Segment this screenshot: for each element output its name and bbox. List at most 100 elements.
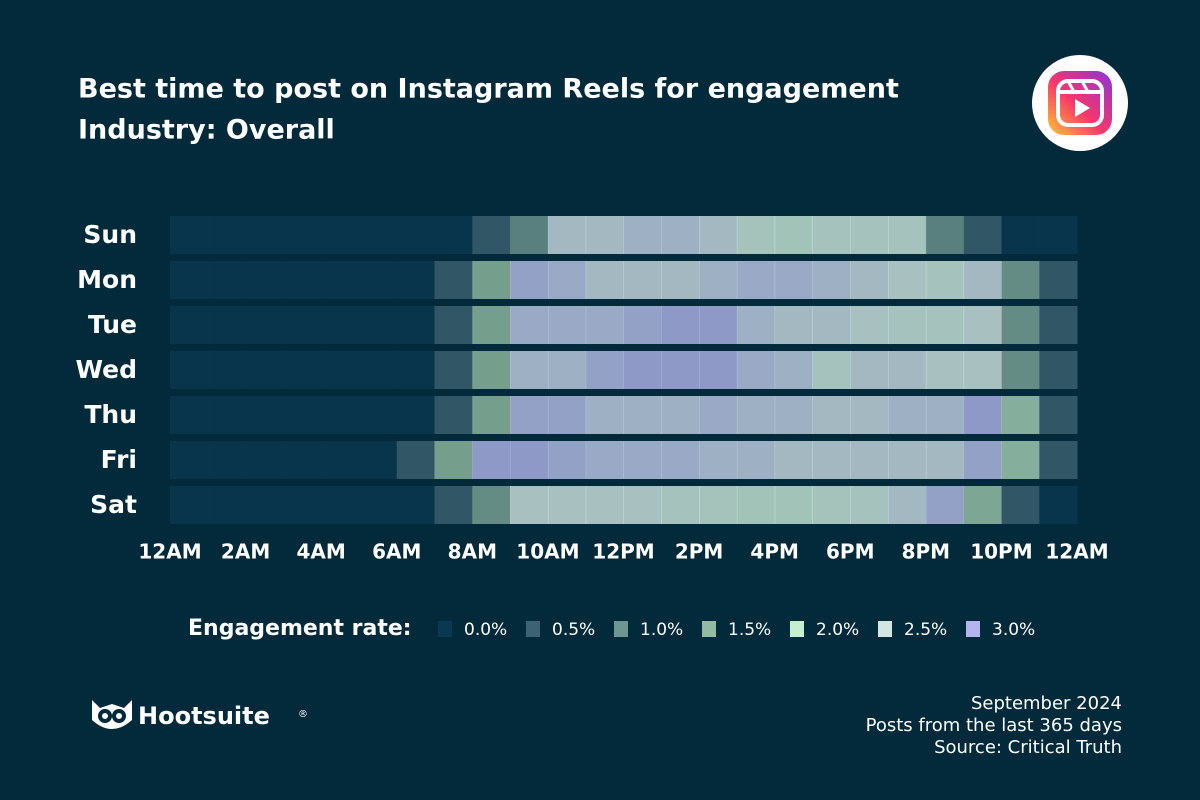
- chart-subtitle: Industry: Overall: [78, 115, 335, 146]
- heat-cell: [510, 351, 549, 389]
- heat-cell: [472, 306, 511, 344]
- y-tick-label: Wed: [75, 355, 137, 384]
- heat-cell: [510, 261, 549, 299]
- heat-cell: [207, 261, 247, 299]
- heat-cell: [812, 441, 851, 479]
- heat-cell: [510, 441, 549, 479]
- heat-cell: [472, 396, 511, 434]
- heat-cell: [207, 306, 247, 344]
- heat-cell: [245, 261, 284, 299]
- heat-cell: [699, 441, 738, 479]
- x-tick-label: 4PM: [750, 540, 798, 564]
- heat-cell: [925, 351, 965, 389]
- heat-cell: [207, 441, 247, 479]
- heat-cell: [774, 351, 813, 389]
- x-tick-label: 2PM: [675, 540, 723, 564]
- heat-cell: [1039, 261, 1078, 299]
- heat-cell: [207, 396, 247, 434]
- heat-cell: [1039, 486, 1078, 524]
- heat-cell: [963, 306, 1002, 344]
- heat-cell: [358, 351, 398, 389]
- heat-cell: [434, 441, 473, 479]
- heat-cell: [434, 261, 473, 299]
- heat-cell: [736, 441, 776, 479]
- footer-line: Source: Critical Truth: [934, 737, 1122, 758]
- x-tick-label: 8AM: [448, 540, 497, 564]
- heat-cell: [585, 216, 624, 254]
- heat-cell: [396, 396, 436, 434]
- heat-cell: [925, 216, 965, 254]
- heat-cell: [283, 306, 322, 344]
- heat-cell: [850, 396, 889, 434]
- heat-cell: [623, 486, 662, 524]
- heat-cell: [888, 261, 927, 299]
- heat-cell: [547, 261, 587, 299]
- heat-cell: [547, 486, 587, 524]
- heat-cell: [207, 351, 247, 389]
- heat-cell: [207, 486, 247, 524]
- heat-cell: [888, 216, 927, 254]
- heat-cell: [963, 216, 1002, 254]
- heat-cell: [358, 441, 398, 479]
- heat-cell: [396, 261, 436, 299]
- y-tick-label: Mon: [77, 265, 137, 294]
- heat-cell: [699, 351, 738, 389]
- x-tick-label: 6AM: [372, 540, 421, 564]
- heat-cell: [358, 261, 398, 299]
- heat-cell: [736, 306, 776, 344]
- heat-cell: [321, 486, 360, 524]
- heat-cell: [245, 396, 284, 434]
- legend-swatch: [614, 621, 628, 637]
- heat-cell: [585, 441, 624, 479]
- heat-cell: [736, 396, 776, 434]
- heat-cell: [547, 396, 587, 434]
- heat-cell: [245, 216, 284, 254]
- heat-cell: [963, 396, 1002, 434]
- footer-line: Posts from the last 365 days: [866, 715, 1122, 736]
- legend-label: 2.0%: [816, 620, 859, 640]
- x-tick-label: 10AM: [516, 540, 579, 564]
- heat-cell: [1001, 351, 1040, 389]
- heat-cell: [396, 486, 436, 524]
- heat-cell: [812, 306, 851, 344]
- heat-cell: [661, 261, 700, 299]
- y-tick-label: Sat: [90, 490, 137, 519]
- heat-cell: [434, 351, 473, 389]
- brand-mark: ®: [298, 709, 308, 720]
- heat-cell: [547, 441, 587, 479]
- heat-cell: [321, 441, 360, 479]
- x-tick-label: 12AM: [1045, 540, 1108, 564]
- heat-cell: [812, 396, 851, 434]
- heat-cell: [888, 351, 927, 389]
- x-tick-label: 12AM: [138, 540, 201, 564]
- x-tick-label: 6PM: [826, 540, 874, 564]
- legend-label: 3.0%: [992, 620, 1035, 640]
- heat-cell: [661, 441, 700, 479]
- instagram-reels-icon: [1032, 55, 1128, 151]
- heat-cell: [396, 351, 436, 389]
- legend-label: 0.0%: [464, 620, 507, 640]
- heat-cell: [661, 216, 700, 254]
- heat-cell: [585, 261, 624, 299]
- heat-cell: [283, 261, 322, 299]
- heat-cell: [1001, 396, 1040, 434]
- heat-cell: [1039, 441, 1078, 479]
- heat-cell: [850, 441, 889, 479]
- heat-cell: [1039, 351, 1078, 389]
- heat-cell: [510, 486, 549, 524]
- heat-cell: [245, 441, 284, 479]
- heat-cell: [547, 306, 587, 344]
- heat-cell: [699, 306, 738, 344]
- heat-cell: [358, 306, 398, 344]
- heat-cell: [396, 306, 436, 344]
- heat-cell: [170, 306, 209, 344]
- heat-cell: [812, 486, 851, 524]
- heat-cell: [963, 441, 1002, 479]
- x-tick-label: 4AM: [297, 540, 346, 564]
- heat-cell: [510, 216, 549, 254]
- heat-cell: [623, 396, 662, 434]
- heat-cell: [850, 261, 889, 299]
- heat-cell: [510, 306, 549, 344]
- heat-cell: [774, 486, 813, 524]
